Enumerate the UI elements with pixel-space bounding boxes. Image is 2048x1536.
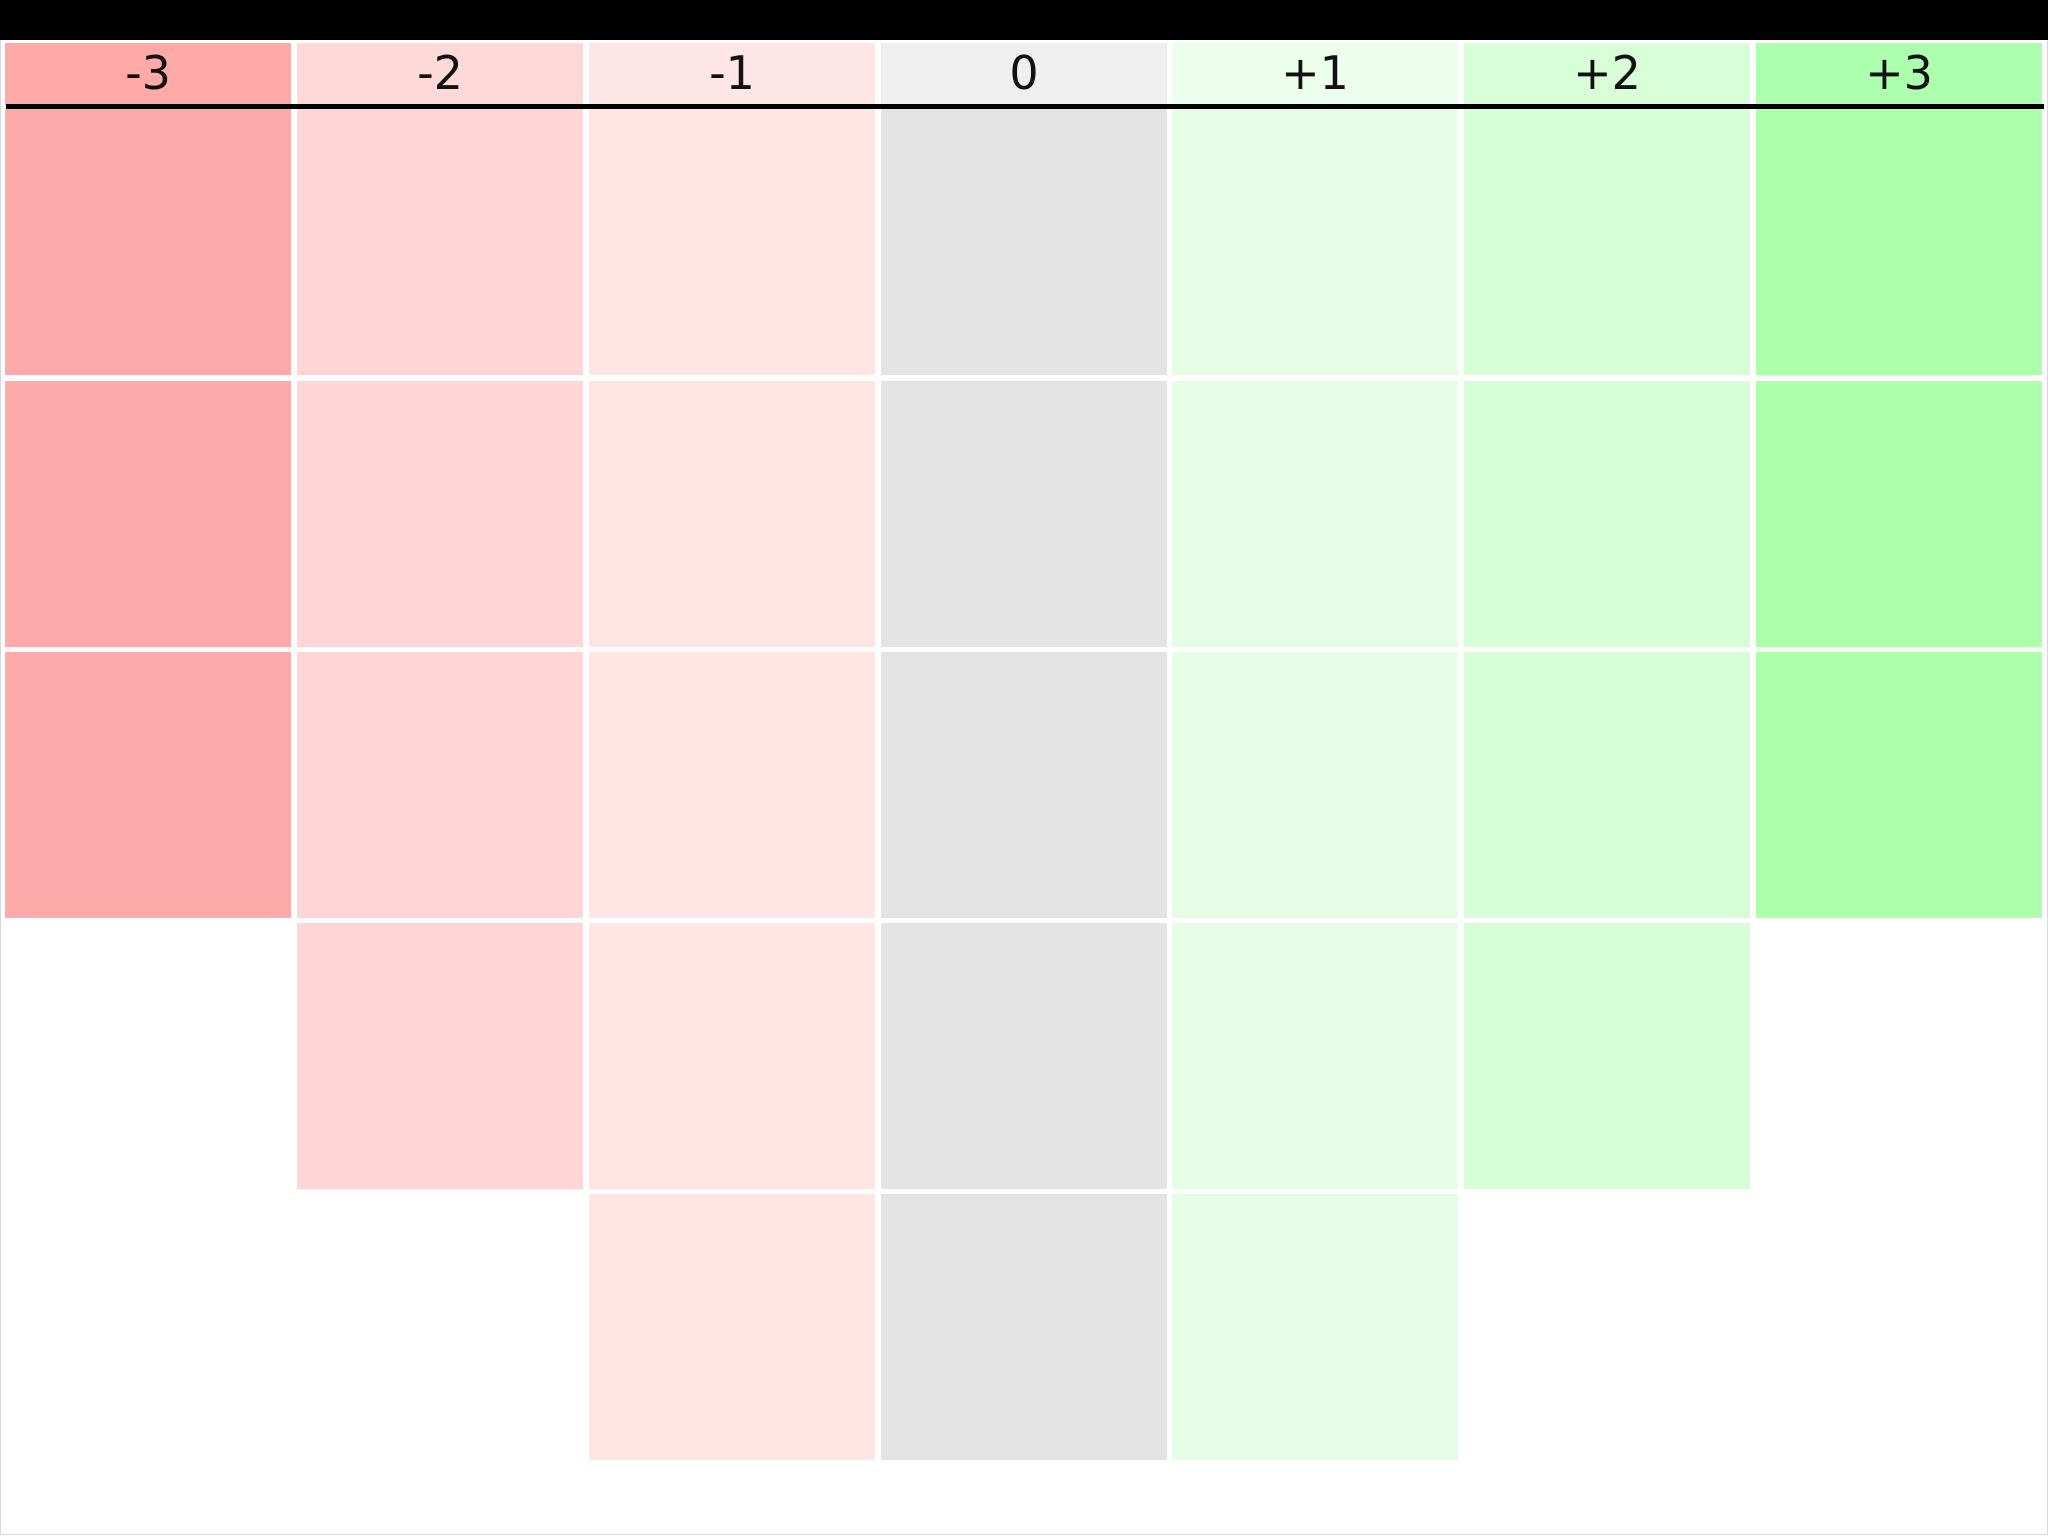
sort-cell[interactable]	[297, 923, 583, 1189]
sort-cell[interactable]	[881, 1194, 1167, 1460]
column-header-minus-2: -2	[297, 43, 583, 105]
column-header-label: +2	[1573, 46, 1641, 100]
sort-cell[interactable]	[297, 109, 583, 375]
sort-cell[interactable]	[297, 652, 583, 918]
sort-cell[interactable]	[589, 381, 875, 647]
column-header-minus-3: -3	[5, 43, 291, 105]
column-header-label: -2	[417, 46, 463, 100]
column-header-plus-1: +1	[1172, 43, 1458, 105]
sort-cell[interactable]	[5, 652, 291, 918]
sort-cell[interactable]	[881, 923, 1167, 1189]
sort-cell[interactable]	[1756, 381, 2042, 647]
column-header-minus-1: -1	[589, 43, 875, 105]
column-header-label: -1	[709, 46, 755, 100]
sort-cell[interactable]	[589, 652, 875, 918]
sort-cell[interactable]	[1464, 923, 1750, 1189]
sort-cell[interactable]	[5, 381, 291, 647]
sort-cell[interactable]	[589, 923, 875, 1189]
sort-cell[interactable]	[589, 109, 875, 375]
sort-cell[interactable]	[1464, 652, 1750, 918]
column-header-plus-3: +3	[1756, 43, 2042, 105]
sort-cell[interactable]	[589, 1194, 875, 1460]
column-header-label: +3	[1865, 46, 1933, 100]
sort-cell[interactable]	[1756, 109, 2042, 375]
sort-cell[interactable]	[881, 652, 1167, 918]
sort-cell[interactable]	[1756, 652, 2042, 918]
column-header-plus-2: +2	[1464, 43, 1750, 105]
sort-cell[interactable]	[881, 381, 1167, 647]
column-header-label: +1	[1281, 46, 1349, 100]
sort-cell[interactable]	[5, 109, 291, 375]
sort-cell[interactable]	[1464, 109, 1750, 375]
sort-cell[interactable]	[297, 381, 583, 647]
sort-cell[interactable]	[881, 109, 1167, 375]
column-header-label: 0	[1009, 46, 1039, 100]
sort-cell[interactable]	[1464, 381, 1750, 647]
column-header-label: -3	[125, 46, 171, 100]
top-bar	[0, 0, 2048, 40]
header-divider	[6, 104, 2044, 109]
sort-cell[interactable]	[1172, 652, 1458, 918]
sort-cell[interactable]	[1172, 109, 1458, 375]
sort-cell[interactable]	[1172, 1194, 1458, 1460]
sort-cell[interactable]	[1172, 923, 1458, 1189]
sort-cell[interactable]	[1172, 381, 1458, 647]
column-header-zero: 0	[881, 43, 1167, 105]
